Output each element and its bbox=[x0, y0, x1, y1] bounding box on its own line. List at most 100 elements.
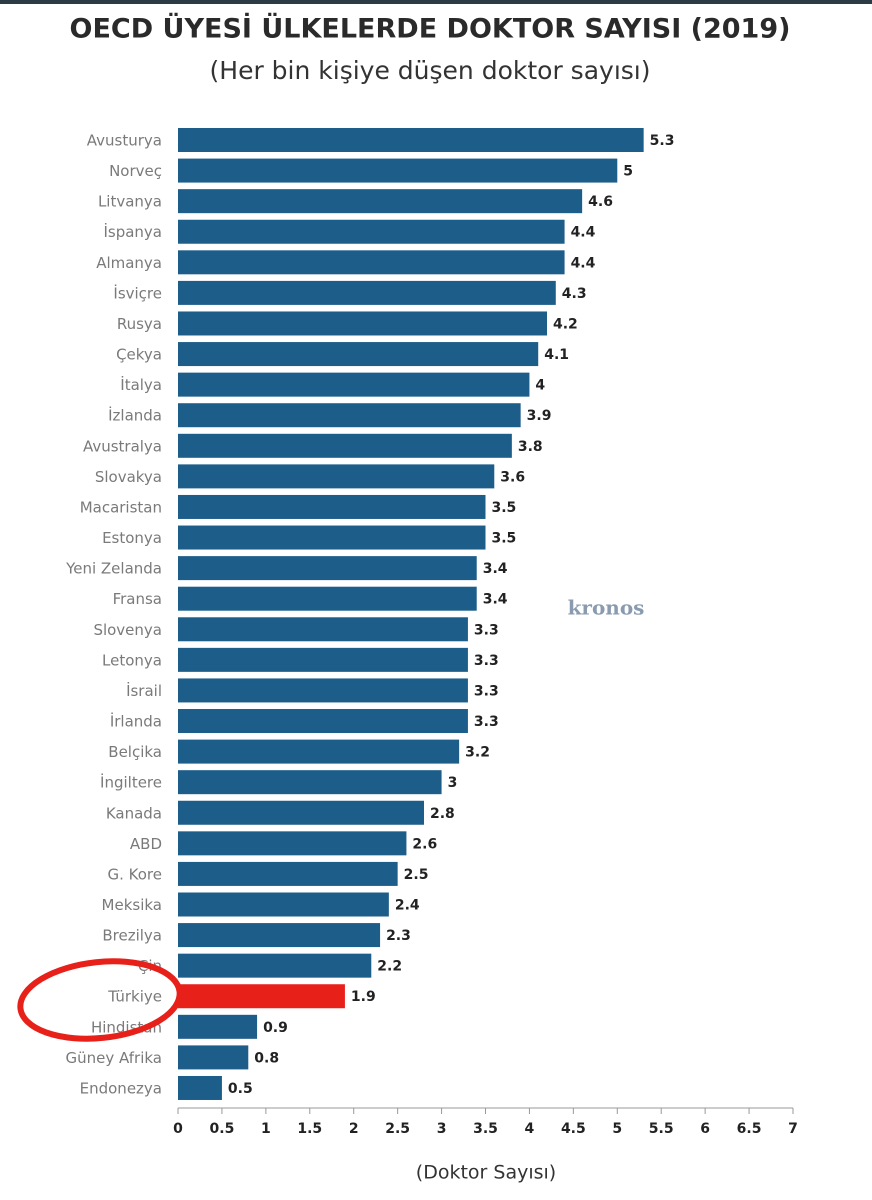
category-label: Macaristan bbox=[80, 498, 162, 516]
x-tick-label: 6.5 bbox=[737, 1121, 762, 1137]
plot: 0 0.5 1 1.5 2 2.5 3 3.5 4 4.5 5 5.5 6 6.5 7 Avusturya 5.… bbox=[65, 128, 798, 1137]
value-label: 2.8 bbox=[430, 806, 455, 822]
x-tick-label: 1.5 bbox=[297, 1121, 322, 1137]
bar bbox=[178, 556, 477, 581]
category-label: Norveç bbox=[109, 162, 162, 180]
bar bbox=[178, 831, 407, 856]
value-label: 5 bbox=[623, 164, 633, 180]
value-label: 3.9 bbox=[527, 408, 552, 424]
x-tick-label: 3.5 bbox=[473, 1121, 498, 1137]
category-label: İngiltere bbox=[100, 773, 162, 792]
value-label: 1.9 bbox=[351, 989, 376, 1005]
bar bbox=[178, 923, 381, 948]
category-label: Çekya bbox=[116, 346, 162, 364]
category-label: Belçika bbox=[108, 743, 162, 761]
category-label: Estonya bbox=[102, 529, 162, 547]
value-label: 2.2 bbox=[377, 959, 402, 975]
category-label: İzlanda bbox=[108, 406, 162, 425]
category-label: G. Kore bbox=[108, 865, 163, 883]
category-label: İsrail bbox=[126, 681, 162, 700]
value-label: 3.4 bbox=[483, 592, 508, 608]
x-tick-label: 2 bbox=[349, 1121, 359, 1137]
value-label: 4.2 bbox=[553, 316, 578, 332]
value-label: 3.2 bbox=[465, 745, 490, 761]
category-label: Litvanya bbox=[98, 193, 162, 211]
value-label: 2.4 bbox=[395, 898, 420, 914]
top-edge bbox=[0, 0, 872, 4]
category-label: Brezilya bbox=[102, 927, 162, 945]
category-label: Güney Afrika bbox=[66, 1049, 162, 1067]
value-label: 4.4 bbox=[571, 255, 596, 271]
bar bbox=[178, 1045, 249, 1070]
category-label: ABD bbox=[130, 835, 162, 853]
category-label: Yeni Zelanda bbox=[65, 560, 162, 578]
value-label: 0.8 bbox=[254, 1050, 279, 1066]
bar bbox=[178, 647, 468, 672]
bar bbox=[178, 494, 486, 519]
category-label: Endonezya bbox=[80, 1079, 162, 1097]
bar bbox=[178, 984, 345, 1009]
category-label: Kanada bbox=[106, 804, 162, 822]
value-label: 3 bbox=[448, 775, 458, 791]
category-label: Avustralya bbox=[83, 437, 162, 455]
value-label: 3.5 bbox=[492, 500, 517, 516]
value-label: 3.5 bbox=[492, 531, 517, 547]
bar bbox=[178, 403, 521, 428]
value-label: 4.3 bbox=[562, 286, 587, 302]
x-tick-label: 7 bbox=[788, 1121, 798, 1137]
value-label: 4.6 bbox=[588, 194, 613, 210]
category-label: İrlanda bbox=[110, 712, 162, 731]
bar bbox=[178, 617, 468, 642]
value-label: 3.3 bbox=[474, 622, 499, 638]
category-label: Fransa bbox=[113, 590, 162, 608]
bar bbox=[178, 1075, 222, 1100]
value-label: 3.4 bbox=[483, 561, 508, 577]
bar bbox=[178, 861, 398, 886]
bar bbox=[178, 586, 477, 611]
bar bbox=[178, 250, 565, 275]
bar bbox=[178, 158, 618, 183]
category-label: İspanya bbox=[103, 222, 162, 241]
bar bbox=[178, 433, 512, 458]
value-label: 3.8 bbox=[518, 439, 543, 455]
value-label: 2.6 bbox=[412, 836, 437, 852]
bar bbox=[178, 953, 372, 978]
bar bbox=[178, 128, 644, 152]
category-label: Türkiye bbox=[107, 988, 162, 1006]
category-label: Meksika bbox=[102, 896, 162, 914]
bar bbox=[178, 464, 495, 489]
x-tick-label: 4 bbox=[525, 1121, 535, 1137]
value-label: 3.6 bbox=[500, 469, 525, 485]
category-label: Avusturya bbox=[87, 132, 162, 150]
value-label: 0.5 bbox=[228, 1081, 253, 1097]
x-tick-label: 4.5 bbox=[561, 1121, 586, 1137]
x-tick-label: 6 bbox=[700, 1121, 710, 1137]
bar bbox=[178, 739, 460, 764]
category-label: Slovakya bbox=[95, 468, 162, 486]
bar bbox=[178, 372, 530, 397]
category-label: Rusya bbox=[117, 315, 162, 333]
value-label: 3.3 bbox=[474, 683, 499, 699]
value-label: 4.4 bbox=[571, 225, 596, 241]
category-label: Almanya bbox=[96, 254, 162, 272]
bar bbox=[178, 678, 468, 703]
bar bbox=[178, 311, 547, 336]
value-label: 3.3 bbox=[474, 714, 499, 730]
category-label: Letonya bbox=[102, 651, 162, 669]
value-label: 2.3 bbox=[386, 928, 411, 944]
bar bbox=[178, 280, 556, 305]
bar bbox=[178, 342, 539, 367]
category-label: İtalya bbox=[120, 375, 162, 394]
bar bbox=[178, 1014, 258, 1039]
x-tick-label: 3 bbox=[437, 1121, 447, 1137]
x-axis-label: (Doktor Sayısı) bbox=[416, 1162, 556, 1184]
chart-title: OECD ÜYESİ ÜLKELERDE DOKTOR SAYISI (2019… bbox=[70, 12, 791, 45]
x-tick-label: 0.5 bbox=[210, 1121, 235, 1137]
watermark: kronos bbox=[568, 596, 645, 620]
bar bbox=[178, 219, 565, 244]
x-tick-label: 5.5 bbox=[649, 1121, 674, 1137]
bar bbox=[178, 189, 583, 214]
x-tick-label: 0 bbox=[173, 1121, 183, 1137]
x-tick-label: 1 bbox=[261, 1121, 271, 1137]
